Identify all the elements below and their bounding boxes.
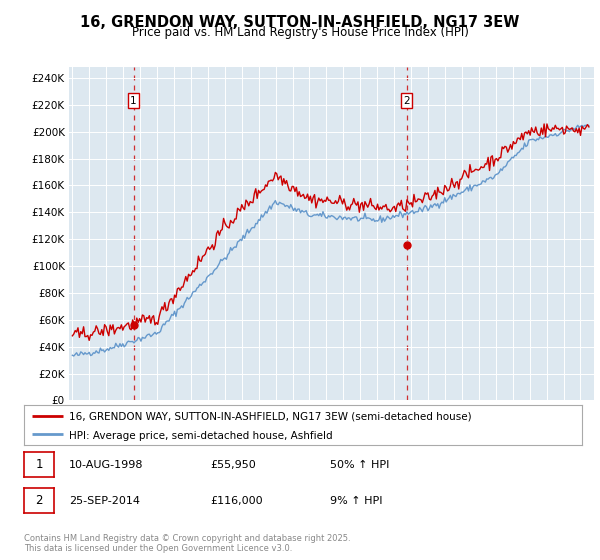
Text: 1: 1 <box>130 96 137 105</box>
Text: Price paid vs. HM Land Registry's House Price Index (HPI): Price paid vs. HM Land Registry's House … <box>131 26 469 39</box>
Text: 2: 2 <box>35 494 43 507</box>
Text: 10-AUG-1998: 10-AUG-1998 <box>69 460 143 470</box>
Text: 50% ↑ HPI: 50% ↑ HPI <box>330 460 389 470</box>
Text: 1: 1 <box>35 458 43 472</box>
Text: 9% ↑ HPI: 9% ↑ HPI <box>330 496 383 506</box>
Text: £116,000: £116,000 <box>210 496 263 506</box>
Text: HPI: Average price, semi-detached house, Ashfield: HPI: Average price, semi-detached house,… <box>68 431 332 441</box>
Text: 2: 2 <box>403 96 410 105</box>
Text: Contains HM Land Registry data © Crown copyright and database right 2025.
This d: Contains HM Land Registry data © Crown c… <box>24 534 350 553</box>
Text: 16, GRENDON WAY, SUTTON-IN-ASHFIELD, NG17 3EW (semi-detached house): 16, GRENDON WAY, SUTTON-IN-ASHFIELD, NG1… <box>68 412 471 422</box>
Text: 25-SEP-2014: 25-SEP-2014 <box>69 496 140 506</box>
Text: £55,950: £55,950 <box>210 460 256 470</box>
Text: 16, GRENDON WAY, SUTTON-IN-ASHFIELD, NG17 3EW: 16, GRENDON WAY, SUTTON-IN-ASHFIELD, NG1… <box>80 15 520 30</box>
